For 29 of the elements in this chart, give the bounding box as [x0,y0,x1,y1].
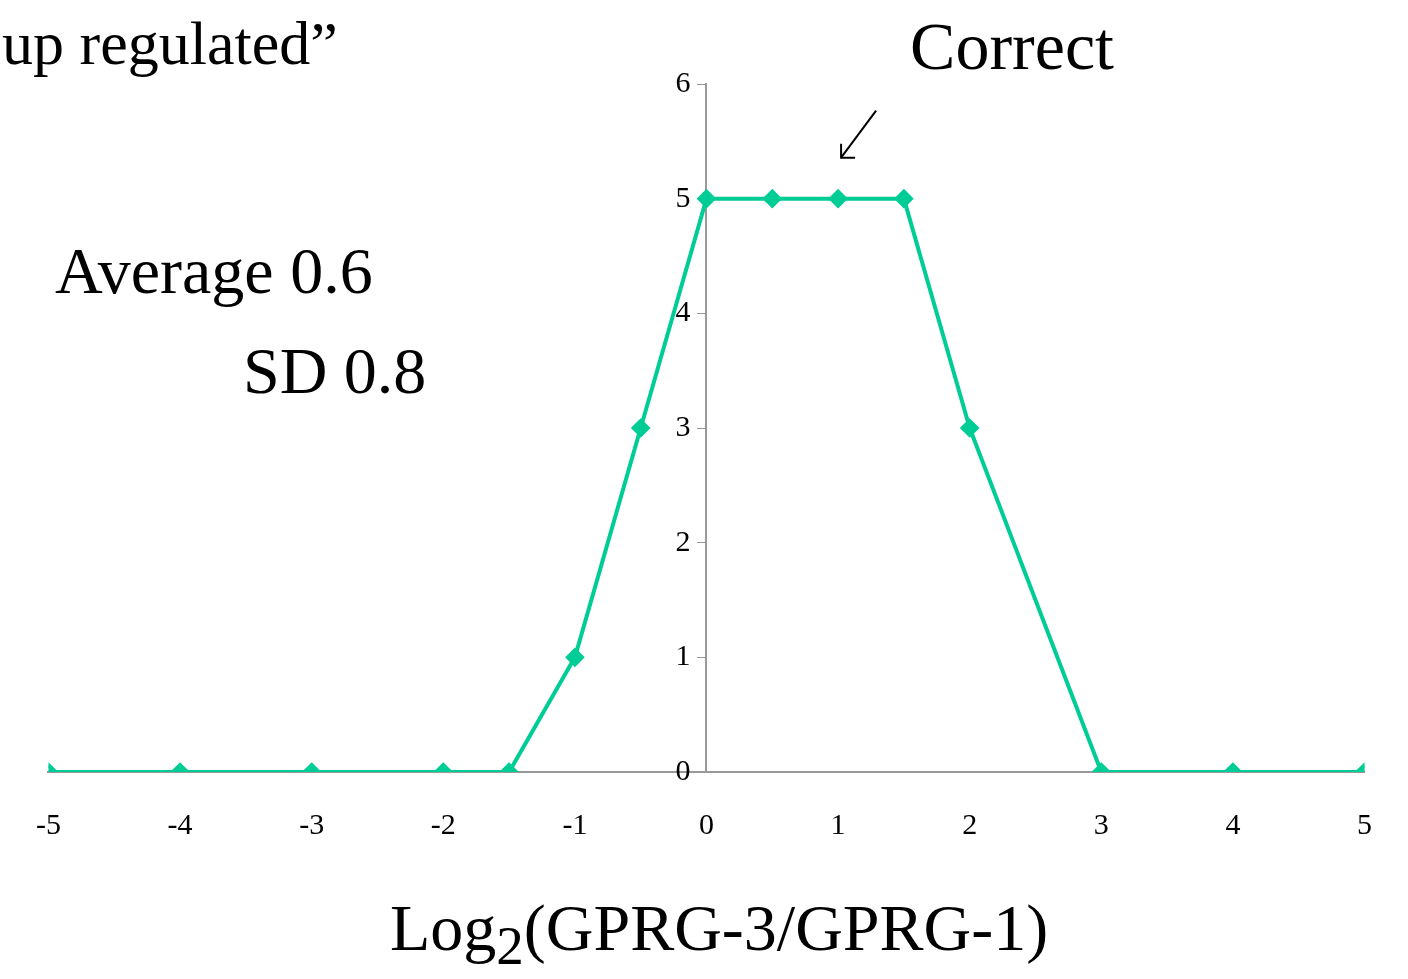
annotation: SD 0.8 [243,334,427,407]
chart-title: up regulated” [2,9,338,77]
point [894,189,913,208]
x-tick-label: -2 [430,806,456,840]
x-tick-label: -3 [299,806,325,840]
x-tick-label: 4 [1225,806,1241,840]
x-tick-label: -4 [167,806,193,840]
y-tick-label: 3 [675,408,691,442]
annotation: Correct [910,7,1115,84]
x-tick-label: -1 [562,806,588,840]
x-tick-label: 1 [830,806,846,840]
y-tick-label: 5 [675,179,691,213]
point [960,419,979,437]
point [697,189,716,208]
x-tick-label: -5 [36,806,61,840]
x-tick-label: 2 [962,806,978,840]
y-tick-label: 2 [675,523,691,557]
point [763,189,782,208]
y-tick-label: 1 [675,638,691,672]
annotation: Average 0.6 [55,234,373,307]
point [631,419,650,437]
x-tick-label: 0 [699,806,714,840]
x-axis-title: Log$_{2}$(GPRG-3/GPRG-1) [390,891,1049,977]
y-tick-label: 0 [675,752,691,786]
point [829,189,848,208]
x-tick-label: 3 [1093,806,1109,840]
y-tick-label: 4 [675,294,691,328]
y-tick-label: 6 [675,64,691,98]
x-tick-label: 5 [1357,806,1372,840]
